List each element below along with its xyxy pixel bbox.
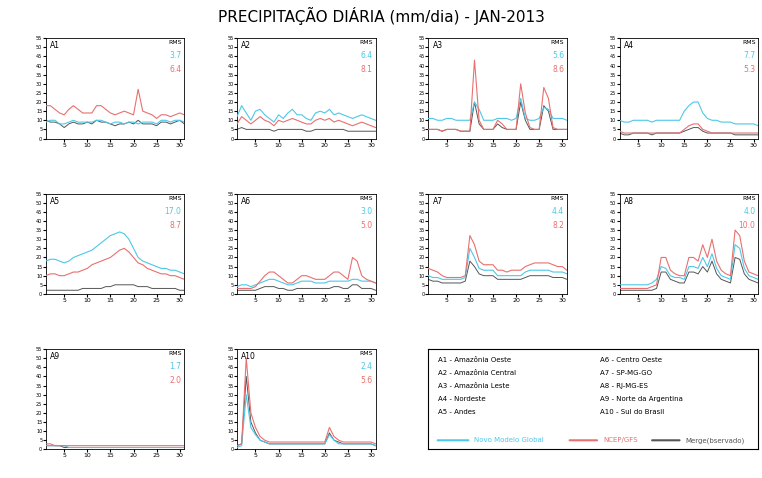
Text: A6 - Centro Oeste: A6 - Centro Oeste bbox=[600, 357, 662, 363]
Text: A8 - RJ-MG-ES: A8 - RJ-MG-ES bbox=[600, 383, 648, 389]
Text: PRECIPITAÇÃO DIÁRIA (mm/dia) - JAN-2013: PRECIPITAÇÃO DIÁRIA (mm/dia) - JAN-2013 bbox=[218, 7, 544, 25]
Text: 2.0: 2.0 bbox=[170, 376, 181, 385]
Text: Novo Modelo Global: Novo Modelo Global bbox=[475, 437, 544, 443]
Text: RMS: RMS bbox=[360, 196, 373, 201]
Text: A9: A9 bbox=[50, 352, 60, 361]
Text: A10 - Sul do Brasil: A10 - Sul do Brasil bbox=[600, 409, 664, 415]
Text: NCEP/GFS: NCEP/GFS bbox=[604, 437, 638, 443]
Text: RMS: RMS bbox=[168, 196, 181, 201]
Text: 6.4: 6.4 bbox=[169, 65, 181, 74]
Text: 8.6: 8.6 bbox=[552, 65, 564, 74]
Text: A3: A3 bbox=[433, 41, 443, 50]
Text: A7 - SP-MG-GO: A7 - SP-MG-GO bbox=[600, 370, 652, 376]
Text: 8.1: 8.1 bbox=[361, 65, 373, 74]
Text: 4.0: 4.0 bbox=[743, 206, 755, 216]
Text: RMS: RMS bbox=[551, 196, 564, 201]
Text: RMS: RMS bbox=[360, 40, 373, 45]
Text: A5 - Andes: A5 - Andes bbox=[438, 409, 475, 415]
Text: 5.6: 5.6 bbox=[552, 51, 564, 60]
Text: RMS: RMS bbox=[360, 351, 373, 356]
Text: RMS: RMS bbox=[742, 196, 755, 201]
Text: 5.0: 5.0 bbox=[360, 221, 373, 230]
Text: 2.4: 2.4 bbox=[361, 362, 373, 371]
Text: A1: A1 bbox=[50, 41, 60, 50]
Text: A2: A2 bbox=[241, 41, 251, 50]
Text: 7.7: 7.7 bbox=[743, 51, 755, 60]
Text: RMS: RMS bbox=[551, 40, 564, 45]
Text: A5: A5 bbox=[50, 196, 60, 206]
Text: A4: A4 bbox=[624, 41, 634, 50]
Text: A9 - Norte da Argentina: A9 - Norte da Argentina bbox=[600, 396, 683, 402]
Text: A1 - Amazônia Oeste: A1 - Amazônia Oeste bbox=[438, 357, 511, 363]
Text: 17.0: 17.0 bbox=[165, 206, 181, 216]
Text: 8.2: 8.2 bbox=[552, 221, 564, 230]
Text: A3 - Amazônia Leste: A3 - Amazônia Leste bbox=[438, 383, 510, 389]
Text: RMS: RMS bbox=[168, 40, 181, 45]
Text: 8.7: 8.7 bbox=[170, 221, 181, 230]
Text: A4 - Nordeste: A4 - Nordeste bbox=[438, 396, 486, 402]
Text: A6: A6 bbox=[241, 196, 251, 206]
Text: A8: A8 bbox=[624, 196, 634, 206]
Text: Merge(bservado): Merge(bservado) bbox=[686, 437, 745, 444]
Text: 1.7: 1.7 bbox=[170, 362, 181, 371]
Text: 5.3: 5.3 bbox=[743, 65, 755, 74]
Text: 5.6: 5.6 bbox=[360, 376, 373, 385]
Text: A10: A10 bbox=[241, 352, 256, 361]
Text: 6.4: 6.4 bbox=[360, 51, 373, 60]
Text: 3.0: 3.0 bbox=[360, 206, 373, 216]
Text: RMS: RMS bbox=[742, 40, 755, 45]
Text: A2 - Amazônia Central: A2 - Amazônia Central bbox=[438, 370, 517, 376]
Text: RMS: RMS bbox=[168, 351, 181, 356]
Text: 3.7: 3.7 bbox=[169, 51, 181, 60]
Text: 4.4: 4.4 bbox=[552, 206, 564, 216]
Text: 10.0: 10.0 bbox=[738, 221, 755, 230]
Text: A7: A7 bbox=[433, 196, 443, 206]
